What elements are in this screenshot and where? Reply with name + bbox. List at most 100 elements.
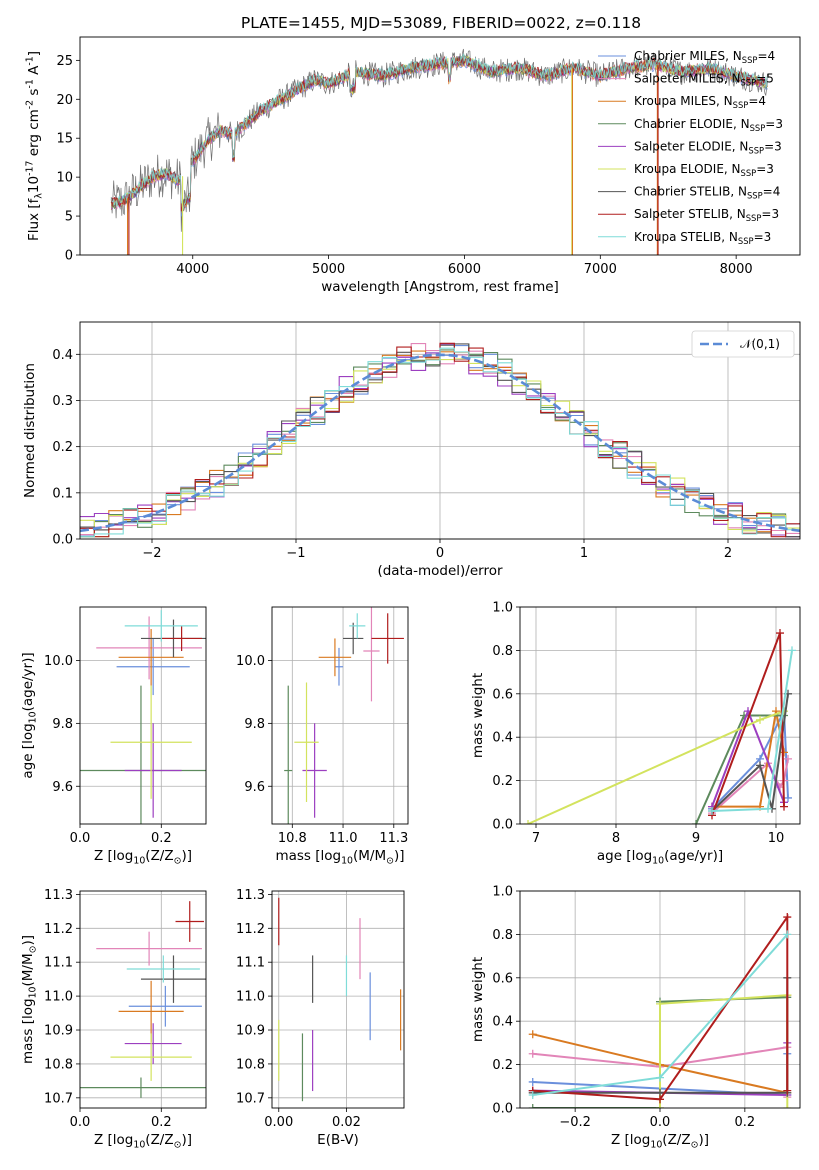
x-tick-label: 8000	[720, 262, 753, 277]
plot-area	[110, 48, 768, 255]
x-tick-label: 8	[612, 831, 620, 846]
errorbar-point	[110, 1033, 192, 1081]
y-tick-label: 15	[56, 132, 73, 147]
x-axis-label: Z [log10(Z/Z⊙)]	[94, 1132, 192, 1150]
weight-marker	[656, 1104, 664, 1108]
y-tick-label: 0.0	[492, 1102, 513, 1117]
weight-marker	[783, 1086, 792, 1095]
y-tick-label: 10.7	[236, 1091, 265, 1106]
x-tick-label: 0.00	[264, 1115, 293, 1130]
y-tick-label: 9.8	[244, 717, 265, 732]
errorbar-point	[349, 613, 366, 639]
spectrum-model-8	[110, 53, 768, 211]
y-tick-label: 10.8	[44, 1057, 73, 1072]
legend-label: Salpeter STELIB, NSSP=3	[634, 207, 779, 223]
axes-residuals: −2 −1 0 1 2 0.0 0.1 0.2 0.3 0.4 (data-model)/error…	[22, 321, 801, 579]
weight-marker	[528, 1090, 537, 1099]
y-tick-label: 0.2	[52, 440, 73, 455]
y-tick-label: 1.0	[492, 885, 513, 900]
y-tick-label: 0.4	[492, 731, 513, 746]
weight-marker	[528, 1030, 537, 1039]
y-tick-label: 10.8	[236, 1057, 265, 1072]
axes-frame	[79, 606, 207, 825]
legend-label: Chabrier ELODIE, NSSP=3	[634, 117, 783, 133]
y-tick-label: 0.6	[492, 971, 513, 986]
y-tick-label: 0	[65, 249, 73, 264]
axes-mass_vs_Z: 0.0 0.2 10.7 10.8 10.9 11.0 11.1 11.2 11.3 Z [log…	[20, 888, 207, 1150]
x-tick-label: 0.0	[70, 1115, 91, 1130]
legend: Chabrier MILES, NSSP=4 Salpeter MILES, NS…	[598, 49, 783, 246]
weight-marker	[756, 761, 764, 770]
plot-area	[524, 629, 796, 824]
y-tick-label: 11.0	[236, 990, 265, 1005]
errorbar-point	[96, 616, 202, 680]
x-axis-label: Z [log10(Z/Z⊙)]	[94, 848, 192, 866]
y-tick-label: 10.0	[236, 654, 265, 669]
x-tick-label: 0	[436, 546, 444, 561]
y-tick-label: 0.3	[52, 394, 73, 409]
plot-area	[284, 607, 404, 824]
x-tick-label: 10	[768, 831, 785, 846]
x-tick-label: 0.02	[332, 1115, 361, 1130]
legend-label: Kroupa ELODIE, NSSP=3	[634, 162, 774, 178]
x-tick-label: 11.3	[379, 831, 408, 846]
x-tick-label: 0.2	[735, 1115, 756, 1130]
x-axis-label: wavelength [Angstrom, rest frame]	[321, 279, 559, 295]
y-axis-label: mass weight	[470, 673, 486, 758]
legend-box	[691, 330, 795, 358]
y-tick-label: 0.8	[492, 928, 513, 943]
errorbar-point	[140, 955, 206, 1003]
y-tick-label: 10.7	[44, 1091, 73, 1106]
weight-marker	[764, 804, 772, 813]
axes-spectrum: 4000 5000 6000 7000 8000 0 5 10 15 20 25 wavelength…	[25, 36, 801, 295]
legend-label: Salpeter ELODIE, NSSP=3	[634, 139, 782, 155]
axes-frame	[519, 606, 801, 825]
errorbar-point	[318, 638, 352, 677]
y-tick-label: 10.9	[44, 1024, 73, 1039]
normal-curve	[80, 353, 800, 533]
legend-label: Chabrier MILES, NSSP=4	[634, 49, 775, 65]
weight-marker	[708, 806, 716, 815]
y-tick-label: 11.3	[44, 888, 73, 903]
errorbar-point	[175, 901, 204, 942]
errorbar-point	[110, 685, 192, 799]
histogram-8	[80, 347, 800, 538]
x-tick-label: 0.2	[151, 1115, 172, 1130]
x-axis-label: age [log10(age/yr)]	[597, 848, 723, 866]
legend-label: Chabrier STELIB, NSSP=4	[634, 185, 780, 201]
axes-frame	[271, 890, 405, 1109]
errorbar-point	[126, 955, 200, 983]
y-axis-label: mass weight	[470, 957, 486, 1042]
x-tick-label: 1	[580, 546, 588, 561]
errorbar-point	[124, 723, 182, 818]
plot-area	[528, 913, 792, 1108]
axes-frame	[79, 321, 801, 540]
y-axis-label: mass [log10(M/M⊙)]	[20, 935, 38, 1064]
axes-age_vs_Z: 0.0 0.2 9.6 9.8 10.0 Z [log10(Z/Z⊙)] age [log1…	[20, 606, 207, 866]
x-tick-label: 0.2	[151, 831, 172, 846]
plot-area	[80, 901, 206, 1098]
weight-marker	[776, 629, 784, 638]
weight-marker	[780, 802, 788, 811]
x-tick-label: −2	[142, 546, 161, 561]
legend-label: Kroupa MILES, NSSP=4	[634, 94, 766, 110]
x-axis-label: (data-model)/error	[377, 563, 503, 579]
weight-series-7	[532, 913, 789, 1101]
plot-area	[278, 897, 402, 1102]
legend-label: 𝒩(0,1)	[740, 337, 780, 351]
weight-marker	[656, 999, 664, 1008]
y-tick-label: 11.1	[236, 956, 265, 971]
x-tick-label: 10.8	[278, 831, 307, 846]
y-tick-label: 11.3	[236, 888, 265, 903]
y-tick-label: 11.1	[44, 956, 73, 971]
weight-marker	[656, 1073, 664, 1082]
errorbar-point	[343, 622, 364, 655]
x-tick-label: 11.0	[329, 831, 358, 846]
weight-marker	[784, 793, 792, 802]
axes-frame	[79, 36, 801, 256]
weight-series-6	[711, 693, 789, 812]
plot-area	[80, 610, 206, 824]
weight-marker	[780, 748, 788, 757]
weight-marker	[524, 820, 532, 824]
